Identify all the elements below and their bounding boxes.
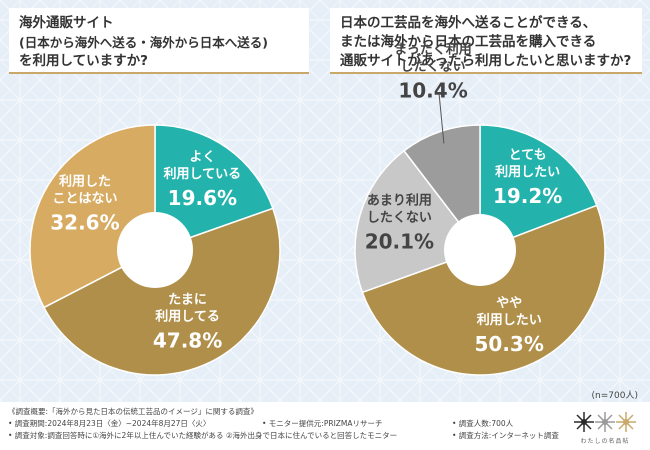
footer-survey-title: 《調査概要:「海外から見た日本の伝統工芸品のイメージ」に関する調査》 bbox=[8, 407, 258, 416]
chart2-slice-4-leader-line bbox=[438, 93, 445, 144]
chart2-slice-1-label: 利用したい bbox=[495, 164, 560, 180]
question-left-line3: を利用していますか? bbox=[19, 53, 148, 69]
chart2-slice-4 bbox=[402, 124, 481, 253]
logo-flower-icon bbox=[574, 412, 636, 432]
chart2-slice-1-label: とても bbox=[509, 148, 547, 163]
chart1-slice-2-value: 47.8% bbox=[153, 328, 222, 352]
chart2-slice-2-label: 利用したい bbox=[477, 312, 542, 328]
chart1-slice-1-value: 19.6% bbox=[168, 186, 237, 210]
chart2-slice-4-label: まったく利用 bbox=[394, 41, 471, 57]
question-left-box: 海外通販サイト (日本から海外へ送る・海外から日本へ送る) を利用していますか? bbox=[9, 8, 309, 74]
chart1-slice-2-label: たまに bbox=[168, 292, 207, 307]
chart2-slice-3-label: したくない bbox=[367, 210, 432, 225]
sample-size-note: (n=700人) bbox=[591, 391, 638, 401]
chart2-slice-2-label: やや bbox=[496, 296, 522, 311]
chart1-slice-2 bbox=[42, 207, 281, 376]
chart2-slice-1-value: 19.2% bbox=[493, 184, 562, 208]
chart1-slice-3-value: 32.6% bbox=[50, 210, 119, 234]
question-left-line2: (日本から海外へ送る・海外から日本へ送る) bbox=[19, 35, 268, 50]
chart2-slice-1 bbox=[479, 124, 598, 252]
footer-period: • 調査期間:2024年8月23日〈金〉~2024年8月27日〈火〉 bbox=[8, 419, 211, 428]
logo-text: わたしの名品帖 bbox=[580, 438, 630, 445]
chart2-slice-3-value: 20.1% bbox=[365, 229, 434, 253]
chart1-slice-3-label: 利用した bbox=[59, 173, 111, 189]
chart2-donut-hole bbox=[444, 214, 516, 286]
chart1-slice-1-label: よく bbox=[189, 150, 215, 165]
question-right-line2: または海外から日本の工芸品を購入できる bbox=[340, 34, 597, 50]
chart1-slice-3-label: ことはない bbox=[52, 191, 117, 206]
chart2-slice-3-label: あまり利用 bbox=[367, 192, 432, 208]
footer-count: • 調査人数:700人 bbox=[452, 419, 514, 428]
chart2-slice-2-value: 50.3% bbox=[475, 332, 544, 356]
chart1-slice-2-label: 利用してる bbox=[155, 308, 220, 324]
chart1-donut-hole bbox=[117, 212, 193, 288]
chart2-slice-4-value: 10.4% bbox=[398, 78, 467, 102]
question-right-line3: 通販サイトがあったら利用したいと思いますか? bbox=[340, 53, 632, 69]
footer-provider: • モニター提供元:PRIZMAリサーチ bbox=[262, 419, 383, 428]
chart2-slice-2 bbox=[361, 204, 606, 376]
chart2-slice-4-label: したくない bbox=[401, 59, 466, 74]
logo: わたしの名品帖 bbox=[568, 408, 642, 448]
question-right-line1: 日本の工芸品を海外へ送ることができる、 bbox=[340, 15, 597, 31]
chart1-slice-1-label: 利用している bbox=[164, 166, 242, 182]
question-left-line1: 海外通販サイト bbox=[19, 15, 114, 31]
footer-method: • 調査方法:インターネット調査 bbox=[452, 431, 559, 440]
footer: 《調査概要:「海外から見た日本の伝統工芸品のイメージ」に関する調査》 • 調査期… bbox=[0, 402, 650, 450]
footer-target: • 調査対象:調査回答時に①海外に2年以上住んでいた経験がある ②海外出身で日本… bbox=[8, 431, 398, 440]
question-right-box: 日本の工芸品を海外へ送ることができる、 または海外から日本の工芸品を購入できる … bbox=[330, 8, 642, 74]
